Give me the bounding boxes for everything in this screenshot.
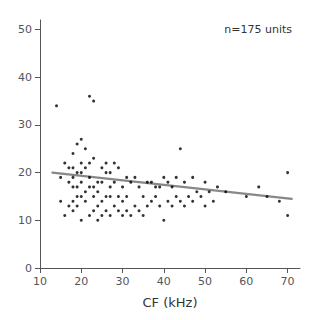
svg-text:n=175 units: n=175 units xyxy=(224,23,292,36)
svg-text:50: 50 xyxy=(198,275,212,288)
svg-text:30: 30 xyxy=(18,118,32,131)
svg-text:50: 50 xyxy=(18,23,32,36)
svg-text:10: 10 xyxy=(33,275,47,288)
svg-text:0: 0 xyxy=(25,262,32,275)
svg-text:60: 60 xyxy=(239,275,253,288)
svg-text:CF (kHz): CF (kHz) xyxy=(143,295,198,310)
svg-text:10: 10 xyxy=(18,214,32,227)
svg-text:20: 20 xyxy=(18,166,32,179)
svg-text:30: 30 xyxy=(116,275,130,288)
svg-text:20: 20 xyxy=(74,275,88,288)
svg-text:40: 40 xyxy=(157,275,171,288)
svg-text:40: 40 xyxy=(18,71,32,84)
svg-text:70: 70 xyxy=(281,275,295,288)
